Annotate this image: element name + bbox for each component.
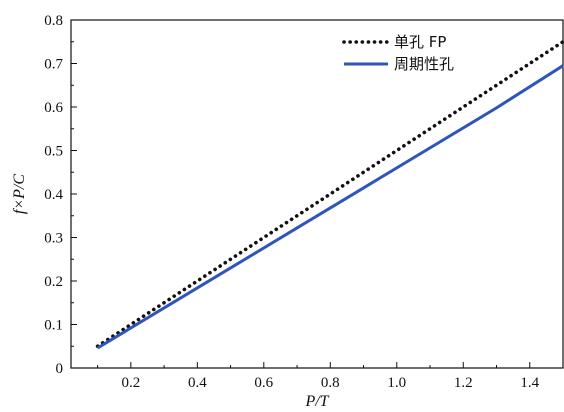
x-tick-label: 0.8 xyxy=(321,375,340,391)
y-tick-label: 0.8 xyxy=(44,13,63,29)
legend-label: 单孔 FP xyxy=(394,33,446,51)
x-tick-label: 1.2 xyxy=(454,375,473,391)
x-axis-title: P/T xyxy=(304,393,329,410)
x-tick-label: 0.6 xyxy=(254,375,273,391)
x-tick-label: 0.2 xyxy=(121,375,140,391)
y-tick-label: 0.5 xyxy=(44,144,63,160)
x-tick-label: 1.4 xyxy=(520,375,539,391)
legend-label: 周期性孔 xyxy=(394,55,454,73)
x-tick-label: 0.4 xyxy=(188,375,207,391)
y-tick-label: 0.1 xyxy=(44,318,63,334)
y-tick-label: 0.6 xyxy=(44,100,63,116)
y-tick-label: 0.7 xyxy=(44,57,63,73)
y-axis-title: f×P/C xyxy=(11,174,28,214)
x-tick-label: 1.0 xyxy=(387,375,406,391)
y-tick-label: 0.2 xyxy=(44,274,63,290)
y-tick-label: 0.4 xyxy=(44,187,63,203)
series-line-single-hole-fp xyxy=(95,39,564,349)
y-tick-label: 0.3 xyxy=(44,231,63,247)
series-line-periodic-holes xyxy=(96,64,564,350)
y-tick-label: 0 xyxy=(56,361,64,377)
